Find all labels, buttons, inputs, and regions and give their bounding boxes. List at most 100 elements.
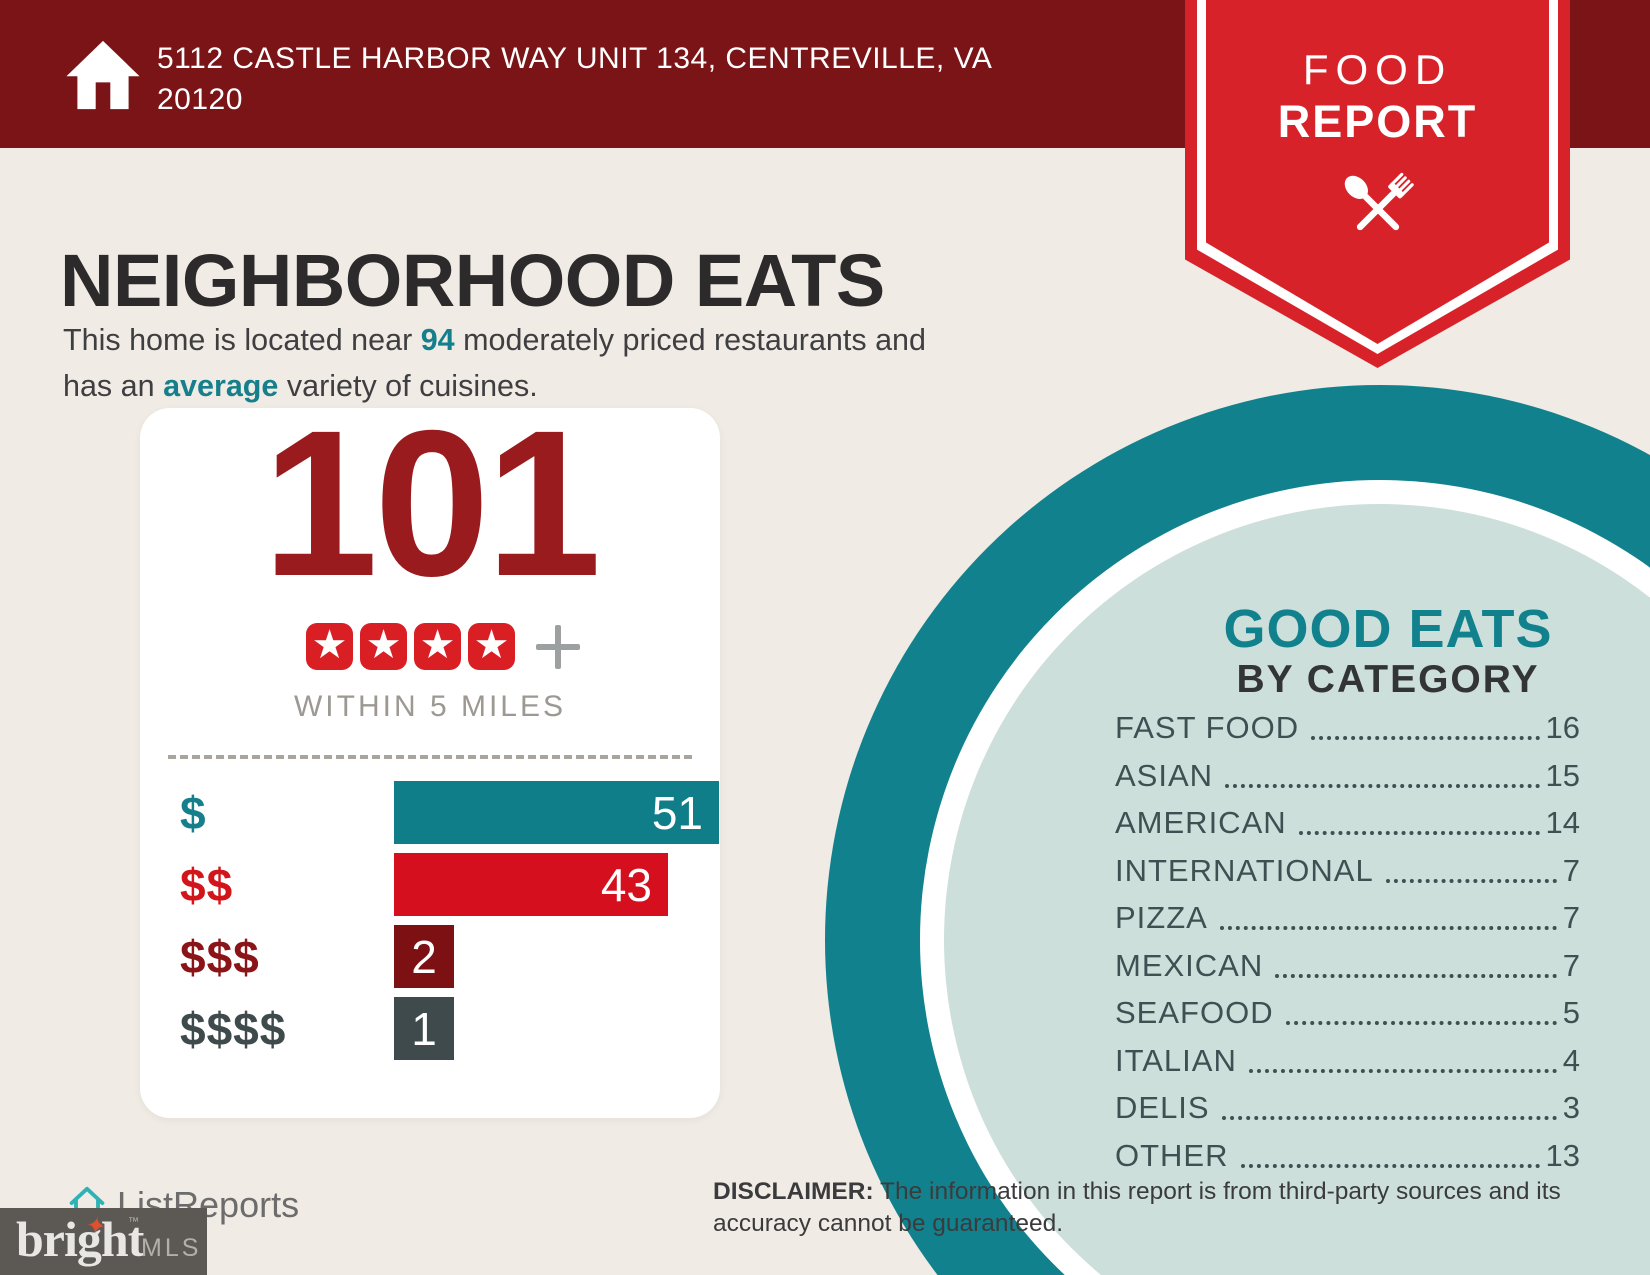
category-count: 4	[1562, 1042, 1580, 1078]
category-count: 15	[1545, 757, 1580, 793]
price-level-bar: 43	[394, 853, 668, 916]
category-count: 13	[1545, 1137, 1580, 1173]
home-icon	[64, 36, 142, 119]
category-row: FAST FOOD 16	[1115, 712, 1580, 745]
disclaimer-line1: DISCLAIMER: The information in this repo…	[713, 1176, 1561, 1208]
category-count: 14	[1545, 805, 1580, 841]
brightmls-logo: bright ✦ ™ MLS	[0, 1208, 207, 1275]
dotted-leader	[1240, 1163, 1540, 1168]
good-eats-subtitle: BY CATEGORY	[1236, 658, 1540, 701]
price-bars: $51 $$ 43 $$$ 2 $$$$ 1	[140, 781, 720, 1069]
category-row: AMERICAN 14	[1115, 807, 1580, 840]
price-bar-row: $$ 43	[140, 853, 720, 916]
crossed-spoon-fork-icon	[1327, 158, 1429, 265]
price-level-bar: 2	[394, 925, 454, 988]
category-label: OTHER	[1115, 1137, 1229, 1173]
intro-subtitle: This home is located near 94 moderately …	[63, 317, 926, 409]
dotted-leader	[1385, 878, 1557, 883]
subtitle-text: variety of cuisines.	[278, 368, 538, 403]
price-bar-row: $$$ 2	[140, 925, 720, 988]
good-eats-title: GOOD EATS	[1223, 599, 1553, 659]
price-level-label: $$$$	[180, 1002, 287, 1055]
category-count: 5	[1562, 995, 1580, 1031]
star-icon: ★	[414, 623, 461, 670]
price-level-value: 1	[411, 1002, 437, 1055]
price-level-label: $	[180, 786, 207, 839]
category-row: ASIAN 15	[1115, 757, 1580, 793]
star-glyph: ★	[365, 623, 402, 667]
category-row: PIZZA 7	[1115, 902, 1580, 935]
disclaimer-label: DISCLAIMER:	[713, 1178, 874, 1205]
category-label: INTERNATIONAL	[1115, 852, 1374, 888]
dotted-leader	[1285, 1021, 1557, 1025]
dotted-leader	[1225, 783, 1540, 788]
category-label: ASIAN	[1115, 757, 1214, 793]
star-icon: ★	[306, 623, 353, 670]
category-row: OTHER 13	[1115, 1137, 1580, 1173]
property-address: 5112 CASTLE HARBOR WAY UNIT 134, CENTREV…	[157, 38, 1137, 120]
address-line2: 20120	[157, 83, 243, 116]
category-count: 7	[1562, 900, 1580, 936]
category-label: PIZZA	[1115, 900, 1208, 936]
star-glyph: ★	[419, 623, 456, 667]
price-bar-row: $51	[140, 781, 720, 844]
category-count: 16	[1545, 710, 1580, 746]
category-label: FAST FOOD	[1115, 710, 1300, 746]
dotted-leader	[1298, 831, 1540, 835]
category-row: DELIS 3	[1115, 1092, 1580, 1125]
restaurant-count: 94	[420, 322, 455, 357]
total-restaurants-count: 101	[262, 388, 601, 620]
dotted-leader	[1275, 973, 1557, 978]
category-list: FAST FOOD 16 ASIAN 15 AMERICAN 14 INTERNATIONA…	[1115, 712, 1580, 1187]
dotted-leader	[1248, 1068, 1557, 1073]
star-icon: ★	[468, 623, 515, 670]
price-level-label: $$	[180, 858, 234, 911]
subtitle-text: has an	[63, 368, 164, 403]
dotted-leader	[1311, 736, 1540, 740]
disclaimer-line2: accuracy cannot be guaranteed.	[713, 1210, 1064, 1237]
category-count: 7	[1562, 852, 1580, 888]
price-level-bar: 1	[394, 997, 454, 1060]
price-bar-row: $$$$ 1	[140, 997, 720, 1060]
price-level-value: 51	[651, 786, 703, 839]
dashed-divider	[168, 755, 692, 759]
dotted-leader	[1219, 926, 1557, 930]
category-row: MEXICAN 7	[1115, 947, 1580, 983]
price-level-value: 2	[411, 930, 437, 983]
category-label: SEAFOOD	[1115, 995, 1274, 1031]
category-row: ITALIAN 4	[1115, 1042, 1580, 1078]
subtitle-text: moderately priced restaurants and	[454, 322, 926, 357]
brightmls-suffix: MLS	[141, 1234, 202, 1262]
category-count: 3	[1562, 1090, 1580, 1126]
star-glyph: ★	[311, 623, 348, 667]
address-line1: 5112 CASTLE HARBOR WAY UNIT 134, CENTREV…	[157, 42, 993, 75]
category-row: SEAFOOD 5	[1115, 997, 1580, 1030]
page-title: NEIGHBORHOOD EATS	[60, 238, 885, 322]
price-level-label: $$$	[180, 930, 260, 983]
sparkle-star-icon: ✦	[84, 1211, 108, 1242]
price-level-bar: 51	[394, 781, 719, 844]
star-icon: ★	[360, 623, 407, 670]
trademark-symbol: ™	[128, 1216, 139, 1228]
variety-highlight: average	[163, 368, 279, 403]
disclaimer-text: The information in this report is from t…	[873, 1178, 1561, 1205]
price-level-value: 43	[600, 858, 652, 911]
restaurant-summary-card: 101 ★ ★ ★ ★ WITHIN 5 MILES $51 $$ 43 $$$ 2 $$$$ 1	[140, 400, 720, 1118]
category-label: MEXICAN	[1115, 947, 1264, 983]
food-report-ribbon: FOOD REPORT	[1185, 0, 1570, 368]
ribbon-title-report: REPORT	[1277, 96, 1478, 147]
dotted-leader	[1221, 1116, 1557, 1120]
brightmls-wordmark: bright	[16, 1211, 144, 1267]
category-row: INTERNATIONAL 7	[1115, 852, 1580, 888]
category-label: AMERICAN	[1115, 805, 1287, 841]
disclaimer: DISCLAIMER: The information in this repo…	[713, 1176, 1561, 1240]
ribbon-title-food: FOOD	[1302, 46, 1453, 93]
category-label: ITALIAN	[1115, 1042, 1237, 1078]
plus-icon	[536, 624, 580, 669]
subtitle-text: This home is located near	[63, 322, 421, 357]
radius-label: WITHIN 5 MILES	[293, 690, 567, 723]
star-rating: ★ ★ ★ ★	[306, 623, 580, 670]
star-glyph: ★	[473, 623, 510, 667]
category-label: DELIS	[1115, 1090, 1210, 1126]
